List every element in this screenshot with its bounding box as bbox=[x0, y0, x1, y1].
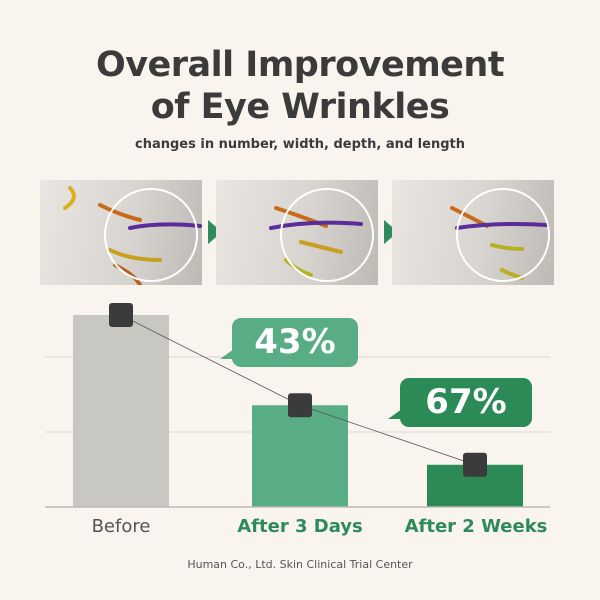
bar-chart bbox=[45, 303, 550, 508]
improvement-bubble-3-days: 43% bbox=[220, 318, 358, 367]
highlight-circle bbox=[456, 188, 550, 282]
x-label-after-2-weeks: After 2 Weeks bbox=[404, 516, 548, 537]
eye-wrinkle-overlay bbox=[63, 186, 202, 285]
data-point-marker bbox=[288, 393, 312, 418]
x-label-before: Before bbox=[91, 516, 151, 537]
title-line-2: of Eye Wrinkles bbox=[150, 87, 450, 127]
after-3-days-photo bbox=[216, 180, 378, 285]
highlight-circle bbox=[104, 188, 198, 282]
eye-wrinkle-overlay bbox=[450, 188, 550, 282]
improvement-bubble-2-weeks: 67% bbox=[388, 378, 532, 427]
after-2-weeks-photo bbox=[392, 180, 554, 285]
title-line-1: Overall Improvement bbox=[95, 45, 505, 85]
bar-before bbox=[73, 315, 169, 507]
subtitle: changes in number, width, depth, and len… bbox=[135, 137, 465, 152]
x-label-after-3-days: After 3 Days bbox=[237, 516, 363, 537]
data-point-marker bbox=[463, 452, 487, 477]
before-photo bbox=[40, 180, 202, 285]
footer-source: Human Co., Ltd. Skin Clinical Trial Cent… bbox=[187, 558, 413, 571]
data-point-marker bbox=[109, 303, 133, 327]
eye-wrinkle-overlay bbox=[269, 188, 374, 282]
page-title: Overall Improvement of Eye Wrinkles bbox=[0, 44, 600, 128]
bar-after-3-days bbox=[252, 405, 348, 507]
highlight-circle bbox=[280, 188, 374, 282]
